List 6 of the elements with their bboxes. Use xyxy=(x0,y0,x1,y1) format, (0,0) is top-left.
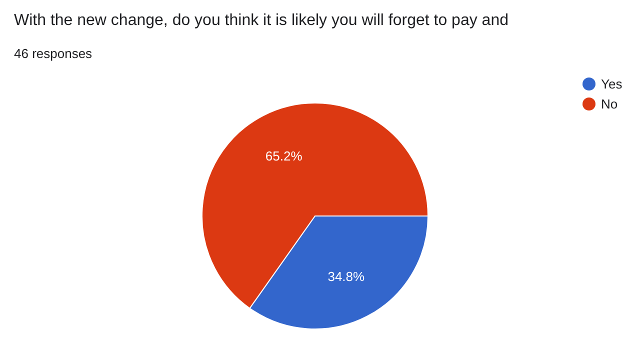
legend-label: Yes xyxy=(601,76,623,92)
data-label: 34.8% xyxy=(328,268,366,284)
chart-title: With the new change, do you think it is likely you will forget to pay and xyxy=(14,12,508,29)
legend-label: No xyxy=(601,96,618,112)
text: 46 responses xyxy=(14,46,93,61)
data-label: 65.2% xyxy=(265,148,303,164)
